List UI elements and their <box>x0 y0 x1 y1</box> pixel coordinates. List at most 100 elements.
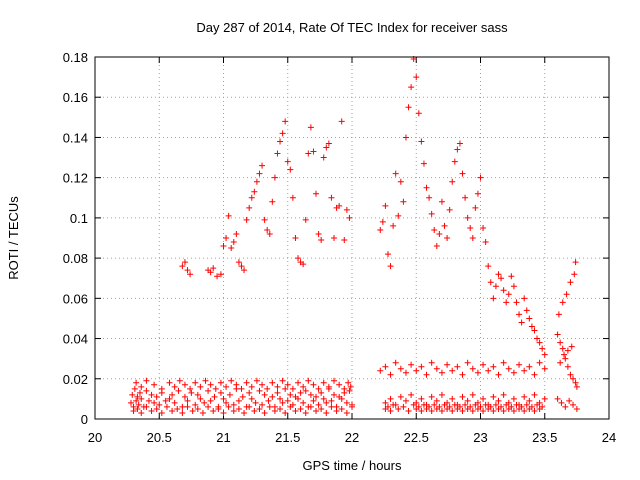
y-tick-label: 0.1 <box>70 211 88 226</box>
data-point <box>246 204 253 211</box>
data-point <box>495 271 502 278</box>
data-point <box>431 226 438 233</box>
data-point <box>318 389 325 396</box>
data-point <box>402 369 409 376</box>
data-point <box>333 407 340 414</box>
data-point <box>228 377 235 384</box>
data-point <box>562 403 569 410</box>
data-point <box>428 359 435 366</box>
data-point <box>295 255 302 262</box>
data-point <box>134 405 141 412</box>
data-point <box>261 391 268 398</box>
data-point <box>480 224 487 231</box>
data-point <box>572 259 579 266</box>
data-point <box>313 393 320 400</box>
data-point <box>377 226 384 233</box>
data-point <box>238 263 245 270</box>
data-point <box>331 377 338 384</box>
data-point <box>536 339 543 346</box>
data-point <box>287 403 294 410</box>
data-point <box>541 395 548 402</box>
data-point <box>474 190 481 197</box>
data-point <box>192 401 199 408</box>
data-point <box>235 397 242 404</box>
data-point <box>518 403 525 410</box>
data-point <box>487 403 494 410</box>
data-point <box>169 407 176 414</box>
x-ticks: 20 20.5 21 21.5 22 22.5 23 23.5 24 <box>88 57 616 445</box>
data-point <box>295 379 302 386</box>
data-point <box>343 399 350 406</box>
data-point <box>531 327 538 334</box>
data-point <box>287 391 294 398</box>
data-point <box>349 403 355 410</box>
data-point <box>345 379 352 386</box>
data-point <box>310 148 317 155</box>
data-point <box>134 393 141 400</box>
data-point <box>284 158 291 165</box>
data-point <box>143 387 150 394</box>
data-point <box>558 399 565 406</box>
data-point <box>346 387 353 394</box>
data-point <box>446 206 453 213</box>
data-point <box>325 383 332 390</box>
data-point <box>554 331 561 338</box>
data-point <box>251 188 258 195</box>
data-point <box>197 395 204 402</box>
data-point <box>410 401 417 408</box>
data-point <box>503 299 510 306</box>
data-point <box>163 403 170 410</box>
data-point <box>379 218 386 225</box>
data-point <box>307 391 314 398</box>
data-point <box>338 118 345 125</box>
data-point <box>207 269 214 276</box>
data-point <box>220 409 227 416</box>
data-point <box>510 369 517 376</box>
data-point <box>287 166 294 173</box>
data-point <box>446 403 453 410</box>
data-point <box>184 403 191 410</box>
data-point <box>192 379 199 386</box>
data-point <box>133 397 140 404</box>
data-point <box>413 74 420 81</box>
data-point <box>467 403 474 410</box>
data-point <box>277 395 284 402</box>
data-point <box>526 397 533 404</box>
data-point <box>573 383 580 390</box>
data-point <box>492 283 499 290</box>
data-point <box>568 343 575 350</box>
data-point <box>179 403 186 410</box>
y-axis-label: ROTI / TECUs <box>6 196 21 280</box>
data-point <box>153 405 160 412</box>
data-point <box>462 401 469 408</box>
data-point <box>459 407 466 414</box>
data-point <box>418 138 425 145</box>
data-point <box>220 243 227 250</box>
data-point <box>282 385 289 392</box>
data-point <box>187 271 194 278</box>
data-point <box>259 381 266 388</box>
data-point <box>469 365 476 372</box>
data-point <box>436 403 443 410</box>
data-point <box>387 371 394 378</box>
data-point <box>449 407 456 414</box>
data-point <box>307 403 314 410</box>
data-point <box>426 403 433 410</box>
data-point <box>271 174 278 181</box>
data-point <box>323 409 330 416</box>
data-points <box>127 56 580 416</box>
data-point <box>571 271 578 278</box>
data-point <box>423 371 430 378</box>
data-point <box>521 295 528 302</box>
y-tick-label: 0.04 <box>63 332 88 347</box>
data-point <box>573 405 580 412</box>
data-point <box>500 359 507 366</box>
data-point <box>181 259 188 266</box>
data-point <box>300 399 307 406</box>
data-point <box>315 385 322 392</box>
data-point <box>390 401 397 408</box>
data-point <box>521 393 528 400</box>
data-point <box>539 403 546 410</box>
data-point <box>341 237 348 244</box>
